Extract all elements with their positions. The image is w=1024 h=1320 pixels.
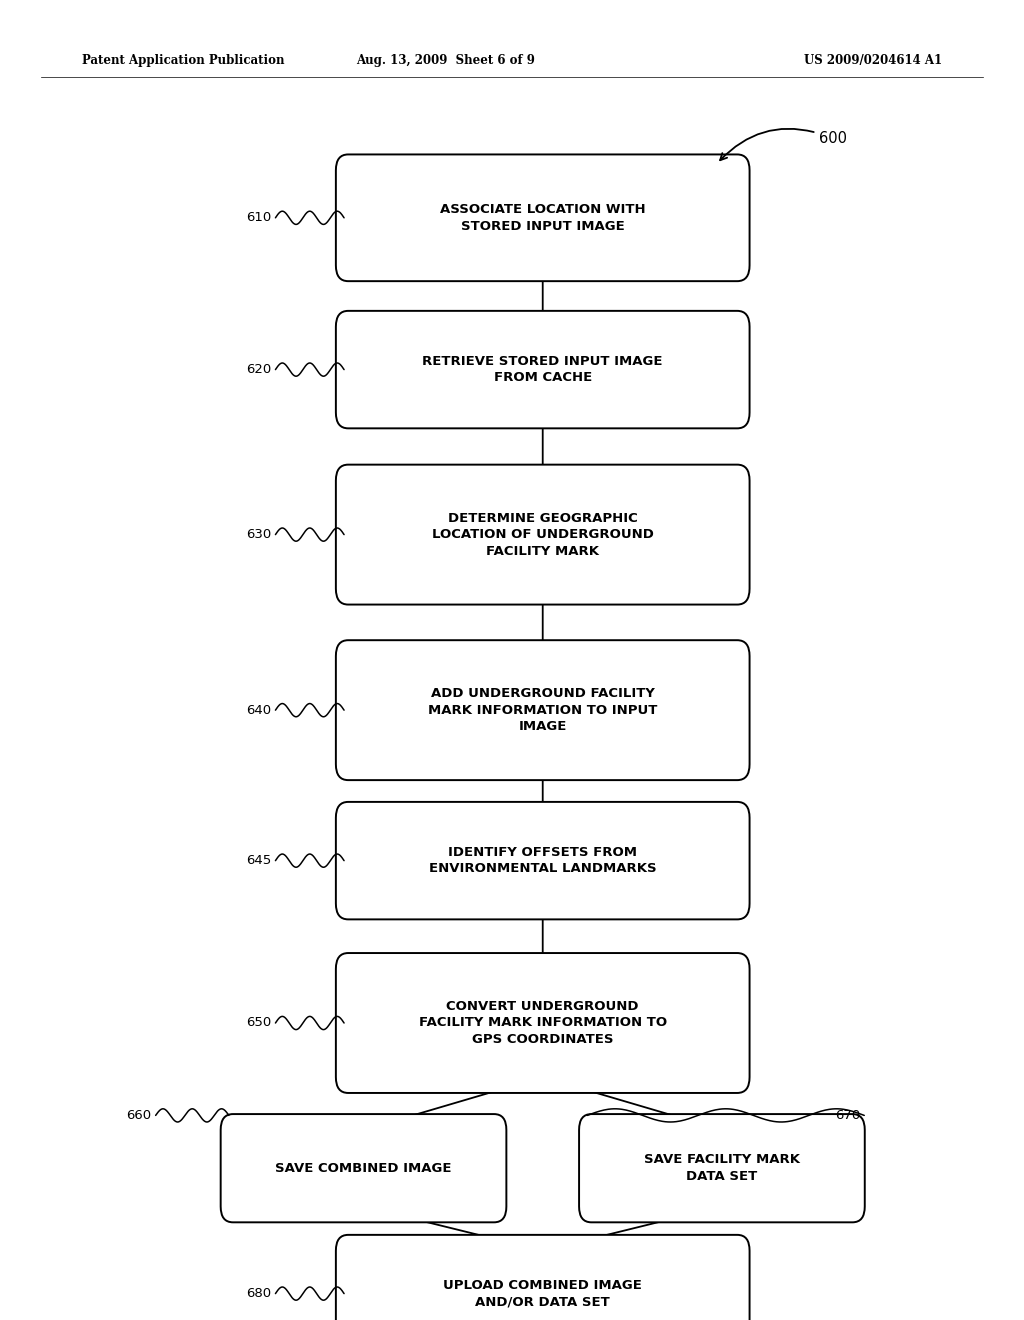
Text: ASSOCIATE LOCATION WITH
STORED INPUT IMAGE: ASSOCIATE LOCATION WITH STORED INPUT IMA… — [440, 203, 645, 232]
Text: Aug. 13, 2009  Sheet 6 of 9: Aug. 13, 2009 Sheet 6 of 9 — [356, 54, 535, 67]
Text: US 2009/0204614 A1: US 2009/0204614 A1 — [804, 54, 942, 67]
FancyBboxPatch shape — [579, 1114, 864, 1222]
Text: 600: 600 — [720, 129, 847, 160]
FancyBboxPatch shape — [336, 640, 750, 780]
Text: SAVE FACILITY MARK
DATA SET: SAVE FACILITY MARK DATA SET — [644, 1154, 800, 1183]
Text: 680: 680 — [246, 1287, 271, 1300]
Text: DETERMINE GEOGRAPHIC
LOCATION OF UNDERGROUND
FACILITY MARK: DETERMINE GEOGRAPHIC LOCATION OF UNDERGR… — [432, 512, 653, 557]
Text: UPLOAD COMBINED IMAGE
AND/OR DATA SET: UPLOAD COMBINED IMAGE AND/OR DATA SET — [443, 1279, 642, 1308]
FancyBboxPatch shape — [220, 1114, 506, 1222]
Text: 670: 670 — [835, 1109, 860, 1122]
Text: 650: 650 — [246, 1016, 271, 1030]
Text: 660: 660 — [126, 1109, 152, 1122]
FancyBboxPatch shape — [336, 154, 750, 281]
Text: 630: 630 — [246, 528, 271, 541]
Text: Patent Application Publication: Patent Application Publication — [82, 54, 285, 67]
FancyBboxPatch shape — [336, 465, 750, 605]
FancyBboxPatch shape — [336, 953, 750, 1093]
Text: 620: 620 — [246, 363, 271, 376]
Text: RETRIEVE STORED INPUT IMAGE
FROM CACHE: RETRIEVE STORED INPUT IMAGE FROM CACHE — [423, 355, 663, 384]
FancyBboxPatch shape — [336, 1236, 750, 1320]
Text: 610: 610 — [246, 211, 271, 224]
Text: 640: 640 — [246, 704, 271, 717]
Text: CONVERT UNDERGROUND
FACILITY MARK INFORMATION TO
GPS COORDINATES: CONVERT UNDERGROUND FACILITY MARK INFORM… — [419, 1001, 667, 1045]
FancyBboxPatch shape — [336, 312, 750, 428]
Text: 645: 645 — [246, 854, 271, 867]
FancyBboxPatch shape — [336, 803, 750, 919]
Text: ADD UNDERGROUND FACILITY
MARK INFORMATION TO INPUT
IMAGE: ADD UNDERGROUND FACILITY MARK INFORMATIO… — [428, 688, 657, 733]
Text: SAVE COMBINED IMAGE: SAVE COMBINED IMAGE — [275, 1162, 452, 1175]
Text: IDENTIFY OFFSETS FROM
ENVIRONMENTAL LANDMARKS: IDENTIFY OFFSETS FROM ENVIRONMENTAL LAND… — [429, 846, 656, 875]
